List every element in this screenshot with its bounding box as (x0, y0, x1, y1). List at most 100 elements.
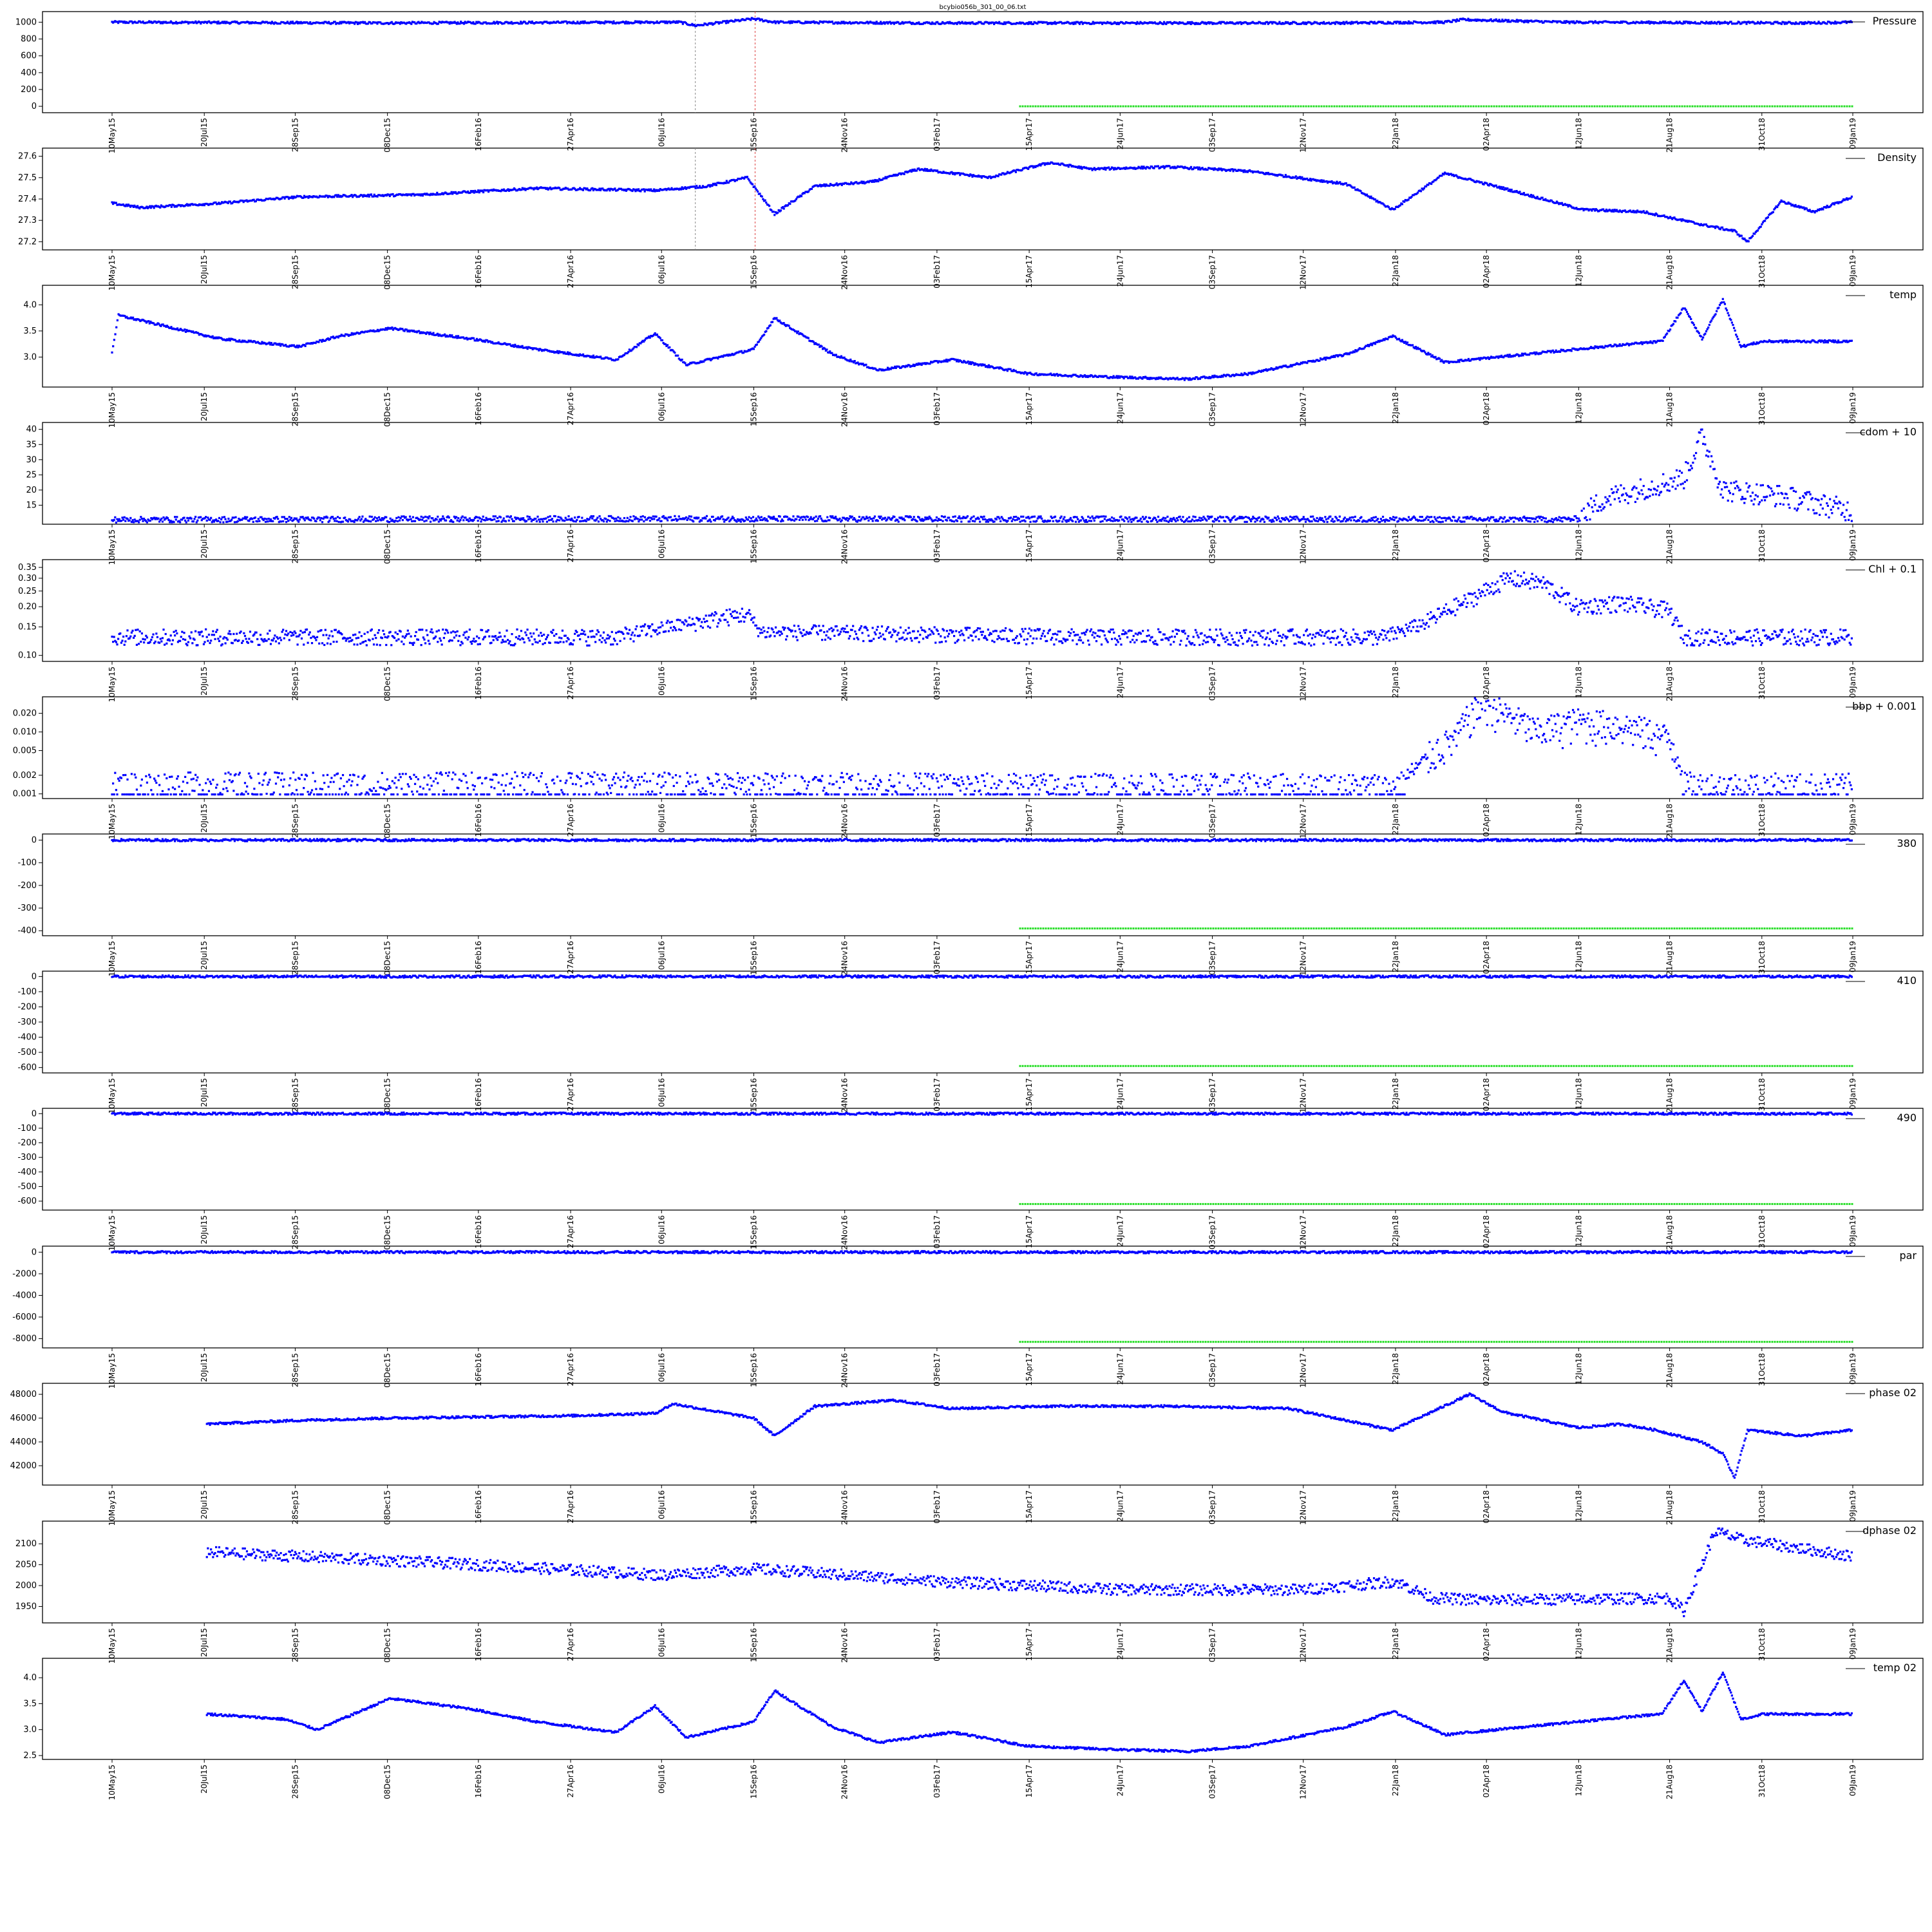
data-point (659, 337, 661, 339)
flag-point (1212, 105, 1215, 108)
flag-point (1482, 105, 1485, 108)
data-point (1287, 21, 1289, 24)
data-point (625, 20, 627, 23)
data-point (474, 23, 477, 25)
data-point (392, 23, 394, 25)
data-point (1082, 166, 1084, 169)
data-point (639, 190, 642, 193)
flag-point (1475, 105, 1477, 108)
data-point (709, 185, 712, 188)
data-point (587, 22, 591, 24)
data-point (1109, 21, 1112, 24)
flag-point (1279, 105, 1282, 108)
flag-point (1575, 105, 1578, 108)
x-tick-label: 28Sep15 (290, 255, 299, 289)
data-point (283, 197, 286, 200)
data-point (1381, 21, 1384, 23)
data-point (417, 330, 421, 332)
data-point (513, 345, 515, 348)
flag-point (1088, 105, 1091, 108)
flag-point (1738, 105, 1740, 108)
data-point (1838, 21, 1841, 24)
data-point (222, 22, 225, 24)
data-point (182, 21, 185, 24)
data-point (913, 23, 915, 25)
data-point (179, 21, 182, 24)
flag-point (1173, 105, 1176, 108)
data-point (820, 21, 822, 23)
data-point (911, 23, 913, 25)
data-point (1531, 20, 1534, 23)
flag-point (1055, 105, 1057, 108)
data-point (322, 22, 325, 24)
data-point (685, 187, 688, 190)
data-point (1766, 216, 1769, 218)
data-point (388, 194, 391, 198)
data-point (1378, 21, 1381, 23)
flag-point (1421, 105, 1423, 108)
flag-point (1495, 105, 1498, 108)
data-point (779, 21, 781, 23)
flag-point (1140, 105, 1142, 108)
data-point (480, 22, 483, 25)
data-point (641, 21, 644, 24)
flag-point (1678, 105, 1681, 108)
data-point (128, 204, 131, 207)
data-point (390, 21, 392, 24)
data-point (1352, 21, 1355, 24)
data-point (656, 189, 659, 193)
data-point (846, 182, 848, 185)
data-point (1206, 168, 1209, 171)
data-point (1245, 21, 1248, 24)
data-point (129, 205, 132, 208)
data-point (1618, 21, 1622, 24)
data-point (743, 177, 746, 180)
data-point (976, 22, 979, 25)
data-point (749, 181, 752, 184)
data-point (665, 20, 668, 23)
data-point (1025, 166, 1028, 169)
data-point (340, 22, 343, 24)
data-point (987, 366, 989, 368)
data-point (878, 23, 881, 25)
data-point (138, 207, 141, 210)
data-point (1318, 23, 1321, 25)
flag-point (1179, 105, 1181, 108)
data-point (473, 23, 476, 25)
flag-point (1745, 105, 1748, 108)
data-point (549, 186, 551, 189)
data-point (1067, 166, 1070, 168)
data-point (125, 204, 128, 206)
data-point (313, 21, 316, 24)
data-point (667, 187, 670, 190)
data-point (934, 23, 937, 25)
data-point (764, 19, 766, 22)
data-point (1555, 20, 1557, 23)
flag-point (1256, 105, 1258, 108)
data-point (791, 20, 795, 23)
data-point (904, 171, 907, 173)
data-point (188, 21, 191, 24)
data-point (792, 200, 795, 203)
data-point (292, 197, 294, 200)
data-point (216, 22, 219, 25)
data-point (1537, 19, 1540, 23)
data-point (1450, 21, 1454, 23)
data-point (708, 184, 710, 187)
data-point (735, 179, 737, 182)
data-point (967, 360, 969, 363)
data-point (332, 22, 334, 24)
data-point (671, 21, 674, 24)
data-point (672, 188, 675, 191)
data-point (211, 335, 214, 337)
flag-point (1168, 105, 1171, 108)
data-point (1336, 180, 1338, 183)
data-point (972, 23, 975, 25)
data-point (678, 21, 681, 23)
flag-point (1557, 105, 1560, 108)
x-tick-label: 03Sep17 (1208, 392, 1217, 426)
data-point (347, 21, 350, 23)
flag-point (1660, 105, 1663, 108)
data-point (797, 330, 799, 333)
data-point (974, 175, 977, 178)
